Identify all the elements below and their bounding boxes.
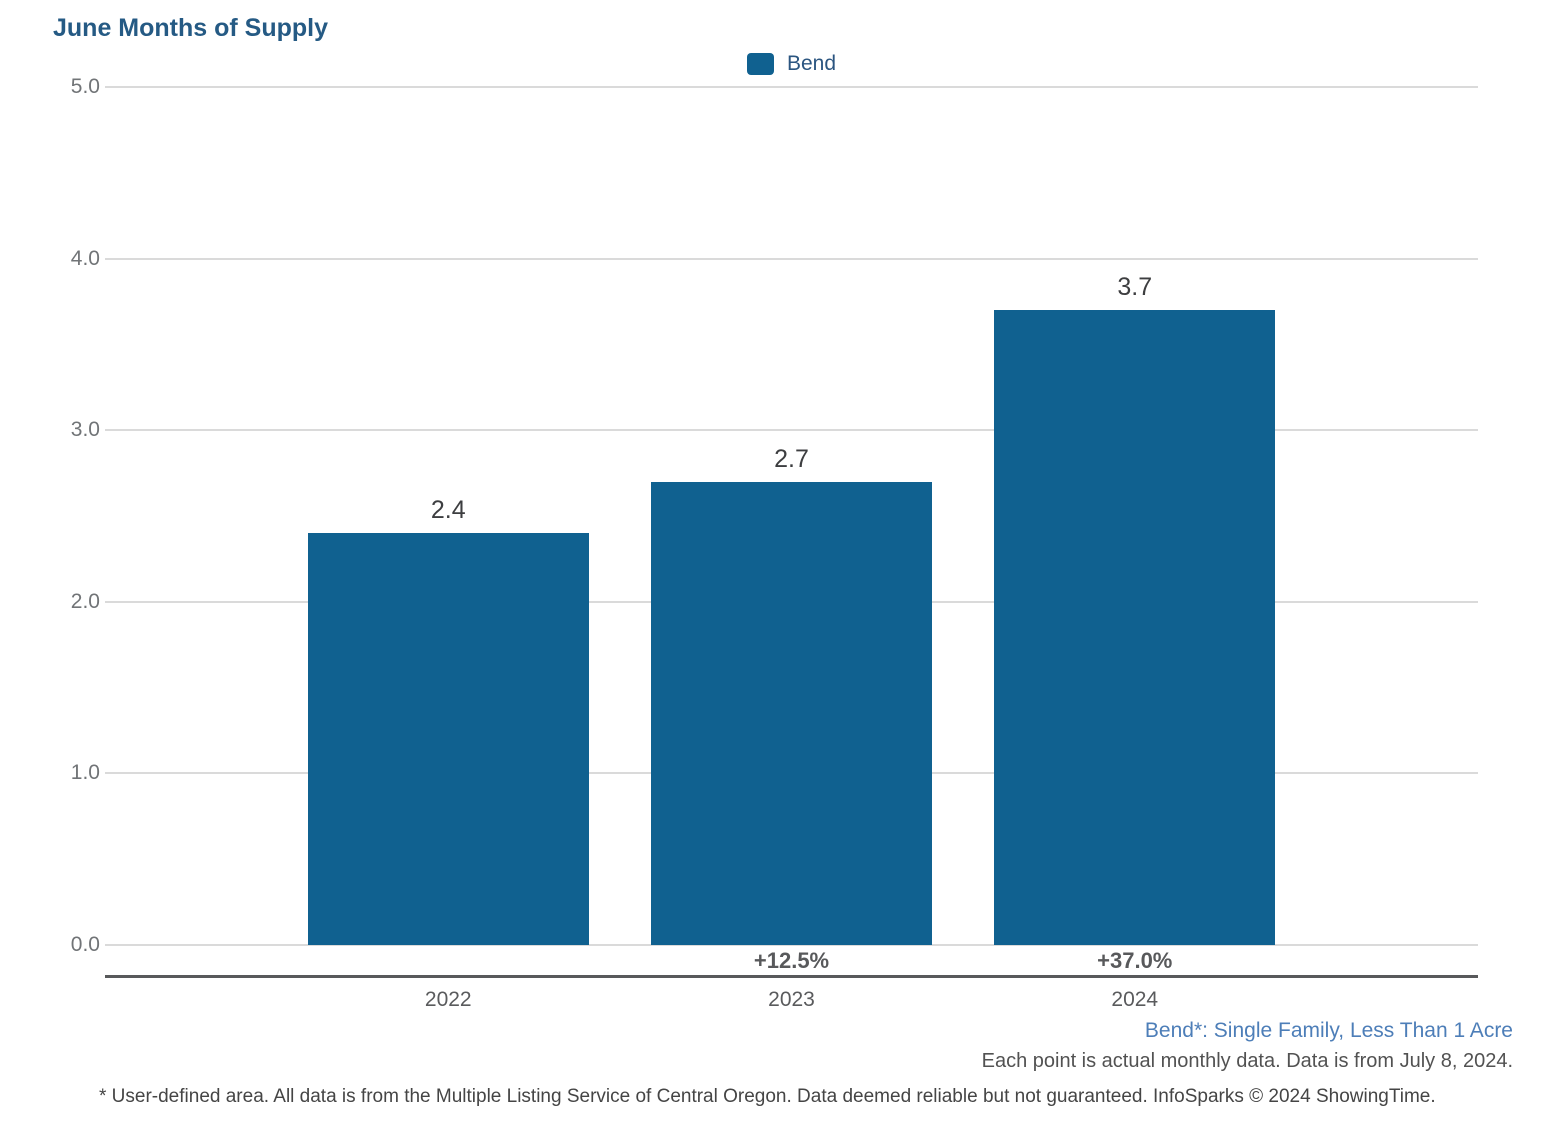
data-note: Each point is actual monthly data. Data … xyxy=(981,1050,1513,1072)
y-tick-label: 1.0 xyxy=(70,761,100,785)
bar xyxy=(994,310,1276,945)
y-tick-label: 3.0 xyxy=(70,418,100,442)
y-tick-label: 0.0 xyxy=(70,933,100,956)
series-note: Bend*: Single Family, Less Than 1 Acre xyxy=(1144,1019,1513,1042)
legend: Bend xyxy=(105,50,1478,78)
bend-legend-swatch-icon xyxy=(746,53,774,75)
gridline xyxy=(105,429,1478,432)
pct-change-label: +12.5% xyxy=(753,948,830,973)
y-axis-labels: 5.0 4.0 3.0 2.0 1.0 0.0 xyxy=(0,75,100,956)
disclaimer: * User-defined area. All data is from th… xyxy=(99,1086,1436,1107)
gridline xyxy=(105,944,1478,946)
bar xyxy=(650,481,933,945)
bar-value-label: 3.7 xyxy=(1117,273,1153,302)
bar-value-label: 2.7 xyxy=(774,444,809,473)
gridline xyxy=(105,257,1478,260)
legend-label: Bend xyxy=(786,52,837,75)
y-tick-label: 2.0 xyxy=(70,589,100,613)
y-tick-label: 5.0 xyxy=(70,75,100,98)
x-tick-label: 2022 xyxy=(424,988,472,1011)
pct-change-label: +37.0% xyxy=(1097,948,1173,973)
x-tick-label: 2023 xyxy=(768,988,815,1011)
gridline xyxy=(105,86,1478,88)
plot-area: 2.4 2022 2.7 +12.5% 2023 3.7 +37.0% 2024 xyxy=(105,86,1478,1011)
y-tick-label: 4.0 xyxy=(70,246,100,270)
x-tick-label: 2024 xyxy=(1111,988,1159,1011)
chart-title: June Months of Supply xyxy=(53,14,328,42)
bar xyxy=(307,533,589,945)
bar-value-label: 2.4 xyxy=(430,496,466,525)
x-axis-line xyxy=(105,975,1478,978)
